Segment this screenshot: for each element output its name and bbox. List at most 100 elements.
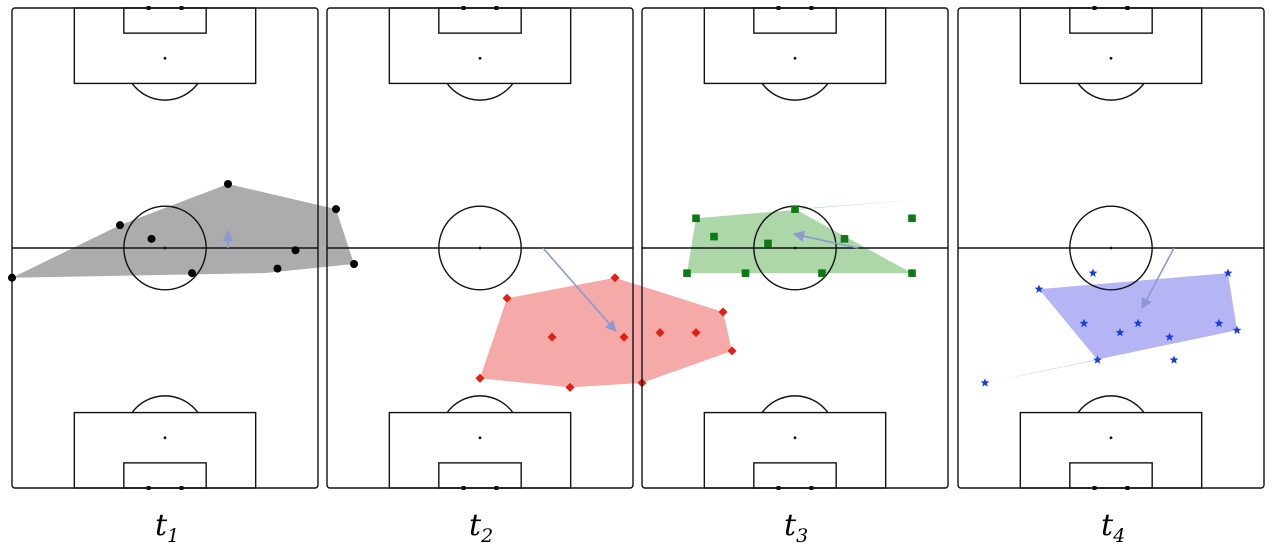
goal-box-top <box>1069 7 1153 34</box>
player-marker <box>8 273 16 282</box>
player-marker <box>691 328 701 338</box>
movement-arrow <box>542 247 617 332</box>
player-marker <box>1088 268 1098 277</box>
goal-post-bottom <box>494 486 499 490</box>
penalty-spot-bottom <box>1109 436 1113 440</box>
player-marker <box>1115 328 1125 337</box>
center-spot <box>478 246 482 250</box>
center-spot <box>163 246 167 250</box>
player-marker <box>350 260 358 268</box>
penalty-box-bottom <box>73 411 257 489</box>
player-marker <box>147 234 156 243</box>
pitch-panel-1 <box>8 6 358 490</box>
penalty-box-bottom <box>388 411 572 489</box>
goal-post-bottom <box>461 486 466 490</box>
player-marker <box>224 180 232 188</box>
player-marker <box>840 235 849 243</box>
player-marker <box>710 232 718 241</box>
player-marker <box>502 293 512 303</box>
penalty-spot-top <box>1109 56 1113 60</box>
penalty-box-bottom <box>703 411 887 489</box>
penalty-spot-top <box>478 56 482 60</box>
player-marker <box>1133 318 1143 328</box>
player-marker <box>1034 284 1044 293</box>
penalty-box-top <box>388 7 572 85</box>
center-circle <box>1069 205 1153 291</box>
formation-area <box>480 277 732 388</box>
pitch-markings <box>641 6 949 490</box>
penalty-box-bottom <box>1019 411 1203 489</box>
pitch-panel-2 <box>326 6 737 490</box>
goal-post-top <box>494 6 499 10</box>
pitch-panel-3 <box>641 6 949 490</box>
goal-post-top <box>1125 6 1130 10</box>
player-marker <box>1169 355 1179 364</box>
player-marker <box>718 307 728 317</box>
penalty-arc-bottom <box>446 395 514 413</box>
pitch-panel-4 <box>957 6 1265 490</box>
player-marker <box>475 373 485 383</box>
goal-box-top <box>123 7 207 34</box>
player-marker <box>291 246 300 255</box>
player-marker <box>818 269 826 277</box>
goal-post-bottom <box>1125 486 1130 490</box>
player-marker <box>655 328 665 338</box>
pitch-markings <box>957 6 1265 490</box>
goal-post-bottom <box>179 486 184 490</box>
goal-post-top <box>1092 6 1097 10</box>
center-circle <box>123 205 207 291</box>
goal-post-bottom <box>809 486 814 490</box>
player-marker <box>547 332 557 342</box>
penalty-box-top <box>1019 7 1203 85</box>
player-marker <box>619 332 629 342</box>
movement-arrow <box>1141 247 1175 310</box>
panel-label-1: t1 <box>155 508 179 547</box>
goal-post-top <box>179 6 184 10</box>
player-marker <box>1093 355 1102 364</box>
goal-box-top <box>753 7 837 34</box>
player-marker <box>565 382 575 392</box>
panel-label-4: t4 <box>1101 508 1125 547</box>
pitch-panels <box>8 6 1265 490</box>
goal-box-bottom <box>753 462 837 489</box>
panel-label-2: t2 <box>469 508 493 547</box>
penalty-spot-top <box>163 56 167 60</box>
pitch-markings <box>326 6 634 490</box>
goal-box-bottom <box>438 462 522 489</box>
goal-post-top <box>146 6 151 10</box>
goal-box-top <box>438 7 522 34</box>
penalty-box-top <box>703 7 887 85</box>
center-spot <box>793 246 797 250</box>
pitch-markings <box>11 6 319 490</box>
player-marker <box>791 205 799 213</box>
player-marker <box>610 273 620 283</box>
goal-post-bottom <box>776 486 781 490</box>
player-marker <box>727 346 737 356</box>
center-spot <box>1109 246 1113 250</box>
player-marker <box>764 239 772 248</box>
penalty-spot-bottom <box>163 436 167 440</box>
goal-post-bottom <box>1092 486 1097 490</box>
player-marker <box>1214 318 1224 328</box>
penalty-arc-top <box>1077 83 1145 101</box>
penalty-spot-bottom <box>793 436 797 440</box>
player-marker <box>1079 318 1089 328</box>
player-marker <box>980 378 990 387</box>
goal-post-top <box>776 6 781 10</box>
penalty-arc-bottom <box>131 395 199 413</box>
penalty-arc-top <box>761 83 829 101</box>
player-marker <box>332 205 340 214</box>
panel-labels: t1 t2 t3 t4 <box>155 508 1125 547</box>
center-circle <box>438 205 522 291</box>
player-marker <box>908 269 916 277</box>
player-marker <box>683 269 691 277</box>
player-marker <box>273 264 282 273</box>
player-marker <box>1232 325 1242 334</box>
goal-post-top <box>461 6 466 10</box>
formation-area <box>687 200 912 274</box>
goal-post-top <box>809 6 814 10</box>
movement-arrow <box>792 230 859 249</box>
player-marker <box>116 221 124 230</box>
penalty-arc-bottom <box>761 395 829 413</box>
